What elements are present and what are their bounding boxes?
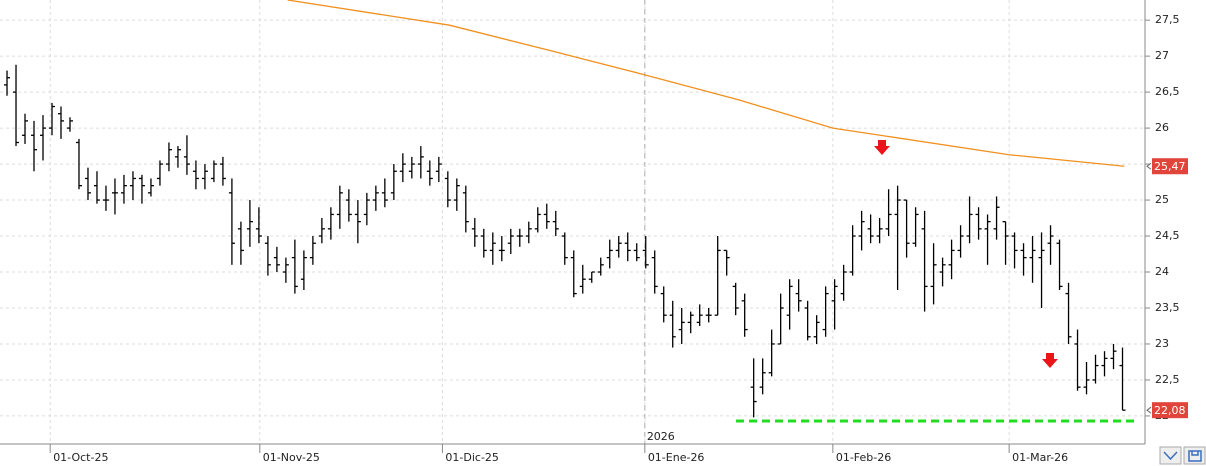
y-tick-label: 25 xyxy=(1155,193,1169,206)
x-tick-label: 01-Oct-25 xyxy=(53,451,108,464)
axes: 2222,52323,52424,52525,52626,52727,501-O… xyxy=(49,13,1188,464)
save-icon xyxy=(1188,450,1202,462)
y-tick-label: 24 xyxy=(1155,265,1169,278)
scroll-button[interactable] xyxy=(1159,446,1182,465)
down-arrow xyxy=(874,140,890,155)
scroll-icon xyxy=(1163,451,1178,461)
moving-average-line xyxy=(287,0,1125,167)
y-tick-label: 27 xyxy=(1155,49,1169,62)
price-label: 25,47 xyxy=(1154,160,1186,173)
x-tick-label: 01-Nov-25 xyxy=(263,451,320,464)
y-tick-label: 23 xyxy=(1155,337,1169,350)
price-label-box xyxy=(1152,158,1188,175)
x-tick-label: 01-Feb-26 xyxy=(836,451,891,464)
price-label: 22,08 xyxy=(1154,404,1186,417)
year-label: 2026 xyxy=(647,430,675,443)
grid xyxy=(0,0,1145,444)
price-pointer xyxy=(1146,406,1152,414)
y-tick-label: 26 xyxy=(1155,121,1169,134)
x-tick-label: 01-Mar-26 xyxy=(1012,451,1068,464)
y-tick-label: 22,5 xyxy=(1155,373,1180,386)
y-tick-label: 23,5 xyxy=(1155,301,1180,314)
y-tick-label: 27,5 xyxy=(1155,13,1180,26)
y-tick-label: 24,5 xyxy=(1155,229,1180,242)
price-pointer xyxy=(1146,162,1152,170)
x-tick-label: 01-Ene-26 xyxy=(648,451,705,464)
price-label-box xyxy=(1152,402,1188,419)
x-tick-label: 01-Dic-25 xyxy=(445,451,499,464)
down-arrow xyxy=(1042,353,1058,368)
price-bars xyxy=(4,0,1126,418)
y-tick-label: 26,5 xyxy=(1155,85,1180,98)
